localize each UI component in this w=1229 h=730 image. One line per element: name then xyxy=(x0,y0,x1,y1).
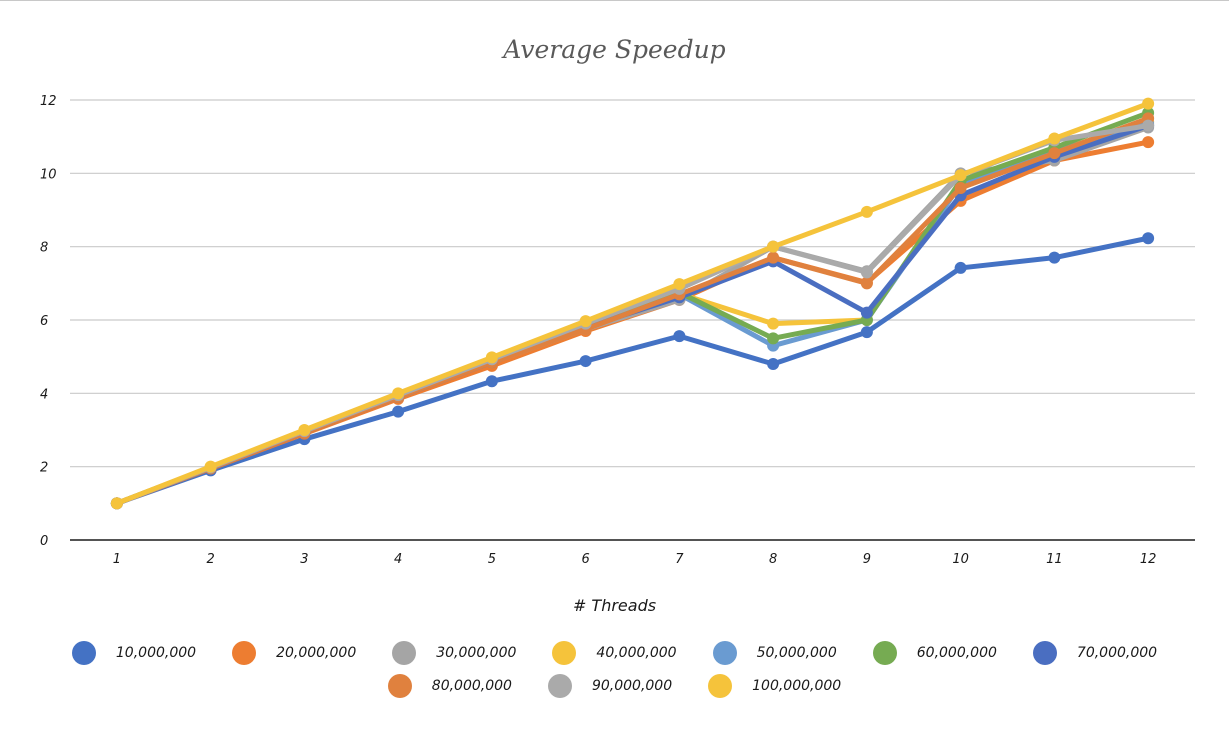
legend-item[interactable]: 40,000,000 xyxy=(552,641,677,665)
data-point xyxy=(954,169,967,182)
data-point xyxy=(767,358,780,370)
data-point xyxy=(1048,251,1061,264)
data-point xyxy=(485,351,498,364)
data-point xyxy=(767,240,780,253)
data-point xyxy=(954,261,967,274)
legend-row: 80,000,000 90,000,000 100,000,000 xyxy=(0,674,1229,698)
legend-item[interactable]: 50,000,000 xyxy=(712,641,837,665)
data-point xyxy=(1048,132,1061,145)
legend-item[interactable]: 90,000,000 xyxy=(547,674,673,698)
legend-item[interactable]: 100,000,000 xyxy=(708,674,841,698)
legend-label: 20,000,000 xyxy=(276,645,357,661)
data-point xyxy=(954,182,967,194)
legend-row: 10,000,000 20,000,000 30,000,000 40,000,000… xyxy=(0,641,1229,665)
legend-marker xyxy=(708,674,733,698)
y-tick-label: 12 xyxy=(40,94,57,109)
legend-item[interactable]: 10,000,000 xyxy=(71,641,197,665)
legend-marker xyxy=(71,641,96,665)
y-tick-label: 0 xyxy=(40,534,48,549)
data-point xyxy=(1142,232,1155,245)
x-tick-label: 7 xyxy=(675,552,684,567)
chart-title: Average Speedup xyxy=(503,35,726,64)
legend-item[interactable]: 60,000,000 xyxy=(872,641,997,665)
data-point xyxy=(860,326,873,339)
series-100000000 xyxy=(110,97,1155,510)
data-point xyxy=(860,306,873,319)
data-point xyxy=(1048,147,1061,160)
legend-marker xyxy=(1032,641,1057,665)
x-tick-label: 4 xyxy=(394,552,402,567)
data-point xyxy=(485,375,498,388)
legend-label: 60,000,000 xyxy=(916,645,997,661)
legend-marker xyxy=(712,641,737,665)
data-point xyxy=(1142,97,1155,110)
legend-marker xyxy=(872,641,897,665)
data-point xyxy=(579,315,592,328)
data-point xyxy=(298,424,311,436)
x-tick-label: 6 xyxy=(581,552,589,567)
data-point xyxy=(392,405,405,418)
x-tick-label: 2 xyxy=(206,552,214,567)
data-point xyxy=(673,330,686,343)
data-point xyxy=(767,332,780,345)
data-point xyxy=(767,317,780,330)
data-point xyxy=(1142,119,1155,132)
data-point xyxy=(579,355,592,368)
data-point xyxy=(673,278,686,291)
x-tick-label: 12 xyxy=(1140,552,1157,567)
legend-label: 40,000,000 xyxy=(596,645,677,661)
legend-item[interactable]: 70,000,000 xyxy=(1032,641,1158,665)
legend-label: 10,000,000 xyxy=(115,645,197,661)
data-point xyxy=(860,277,873,290)
legend-item[interactable]: 80,000,000 xyxy=(387,674,512,698)
data-point xyxy=(204,460,217,473)
legend-item[interactable]: 20,000,000 xyxy=(232,641,356,665)
legend-marker xyxy=(387,674,412,698)
x-tick-label: 11 xyxy=(1046,552,1063,567)
x-tick-label: 1 xyxy=(113,552,121,567)
series-line xyxy=(114,101,1151,506)
x-tick-label: 5 xyxy=(488,552,496,567)
x-tick-label: 3 xyxy=(300,552,308,567)
x-tick-label: 8 xyxy=(769,552,777,567)
legend-label: 90,000,000 xyxy=(591,678,673,694)
legend-marker xyxy=(547,674,572,698)
y-tick-label: 10 xyxy=(40,167,57,182)
x-tick-label: 9 xyxy=(863,552,871,567)
legend-label: 50,000,000 xyxy=(756,645,837,661)
legend-marker xyxy=(232,641,257,665)
data-point xyxy=(860,205,873,218)
legend-label: 100,000,000 xyxy=(752,678,842,694)
legend-item[interactable]: 30,000,000 xyxy=(392,641,516,665)
series-line xyxy=(114,235,1151,506)
y-tick-label: 6 xyxy=(40,314,48,329)
x-tick-label: 10 xyxy=(952,552,969,567)
data-point xyxy=(1142,136,1155,149)
legend-marker xyxy=(552,641,577,665)
legend-label: 30,000,000 xyxy=(436,645,517,661)
legend-label: 70,000,000 xyxy=(1076,645,1158,661)
legend-marker xyxy=(392,641,417,665)
y-tick-label: 4 xyxy=(40,387,48,402)
y-tick-label: 2 xyxy=(40,461,48,476)
data-point xyxy=(392,387,405,400)
data-point xyxy=(767,251,780,264)
series-10000000 xyxy=(110,232,1155,510)
legend-label: 80,000,000 xyxy=(431,678,512,694)
data-point xyxy=(110,497,123,510)
data-point xyxy=(860,266,873,279)
x-axis-title: # Threads xyxy=(572,596,657,615)
y-tick-label: 8 xyxy=(40,241,48,256)
